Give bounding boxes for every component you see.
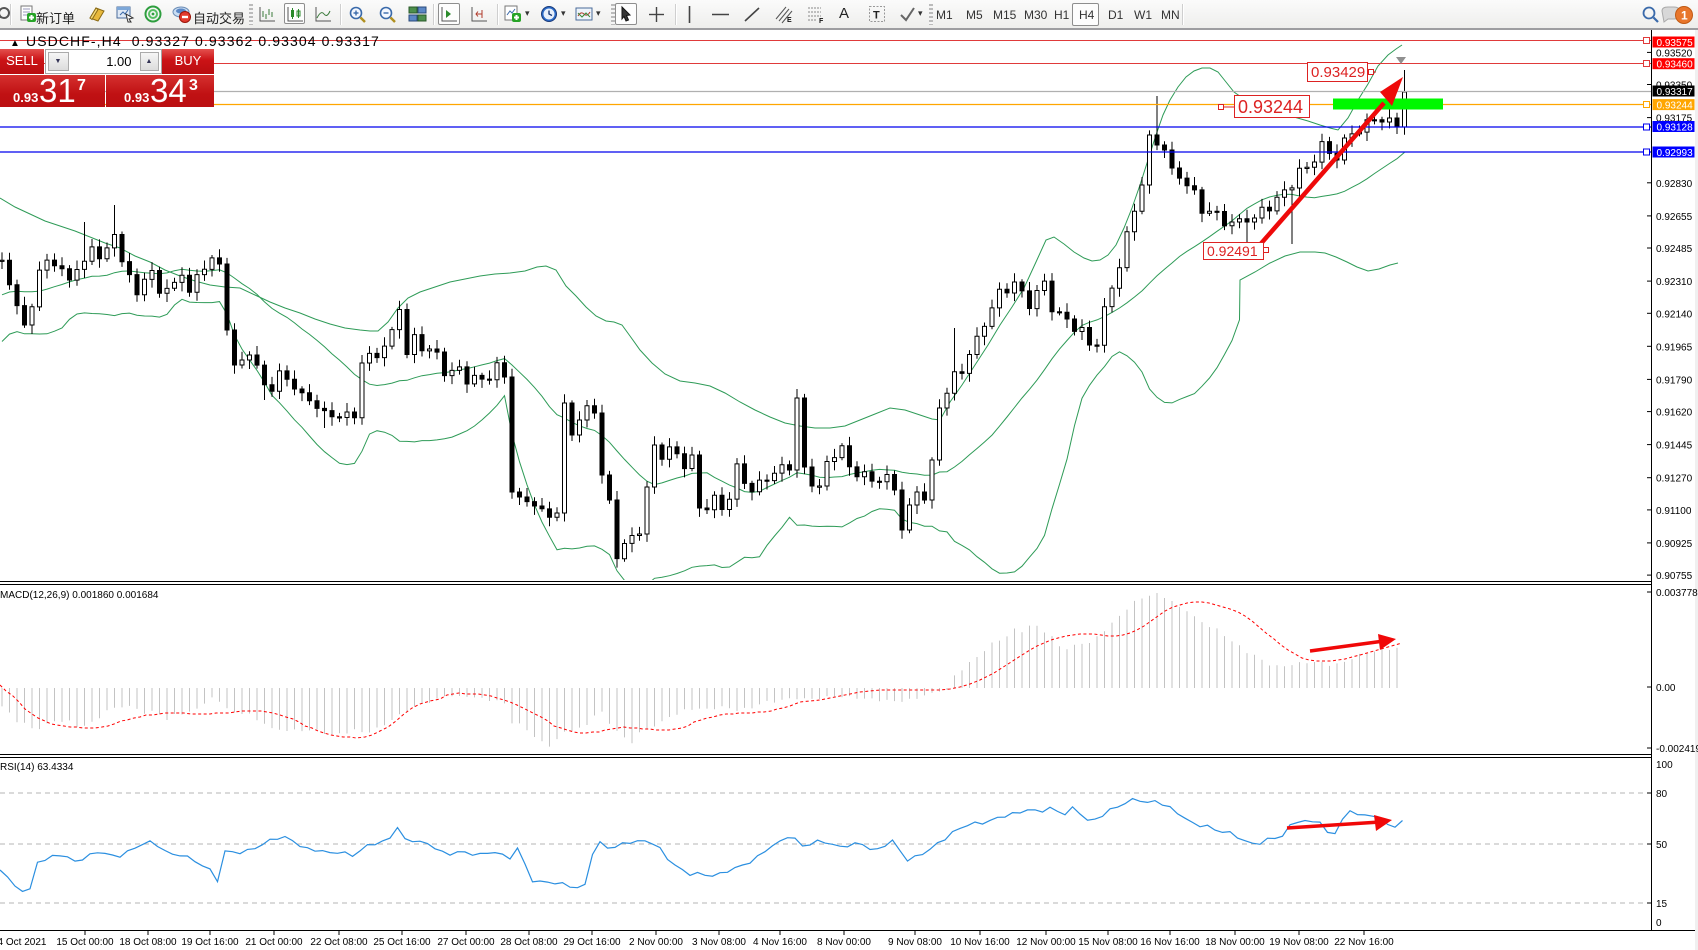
svg-text:RSI(14) 63.4334: RSI(14) 63.4334 [0, 762, 74, 773]
svg-text:29 Oct 16:00: 29 Oct 16:00 [563, 937, 621, 948]
svg-text:0.92491: 0.92491 [1207, 243, 1258, 259]
svg-text:0.93575: 0.93575 [1657, 38, 1694, 49]
svg-text:T: T [873, 10, 880, 22]
svg-text:28 Oct 08:00: 28 Oct 08:00 [500, 937, 558, 948]
svg-text:15 Nov 08:00: 15 Nov 08:00 [1078, 937, 1138, 948]
svg-text:18 Nov 00:00: 18 Nov 00:00 [1205, 937, 1265, 948]
svg-text:15: 15 [1656, 899, 1668, 910]
svg-text:0.93128: 0.93128 [1657, 123, 1694, 134]
svg-text:80: 80 [1656, 789, 1668, 800]
svg-text:0.93175: 0.93175 [1656, 114, 1693, 125]
svg-text:19 Oct 16:00: 19 Oct 16:00 [181, 937, 239, 948]
svg-text:15 Oct 00:00: 15 Oct 00:00 [56, 937, 114, 948]
svg-text:0.00: 0.00 [1656, 683, 1676, 694]
svg-text:F: F [819, 18, 824, 24]
svg-text:-0.002419: -0.002419 [1656, 744, 1698, 755]
svg-text:1: 1 [1681, 9, 1688, 23]
svg-text:0.003778: 0.003778 [1656, 588, 1698, 599]
svg-text:0.92830: 0.92830 [1656, 179, 1693, 190]
svg-text:100: 100 [1656, 760, 1673, 771]
svg-text:0.92993: 0.92993 [1657, 148, 1694, 159]
svg-text:4 Nov 16:00: 4 Nov 16:00 [753, 937, 807, 948]
svg-text:9 Nov 08:00: 9 Nov 08:00 [888, 937, 942, 948]
svg-text:0.92140: 0.92140 [1656, 309, 1693, 320]
svg-text:19 Nov 08:00: 19 Nov 08:00 [1269, 937, 1329, 948]
svg-text:18 Oct 08:00: 18 Oct 08:00 [119, 937, 177, 948]
svg-text:10 Nov 16:00: 10 Nov 16:00 [950, 937, 1010, 948]
svg-text:0.93317: 0.93317 [1657, 87, 1694, 98]
svg-text:0.92655: 0.92655 [1656, 212, 1693, 223]
svg-text:2 Nov 00:00: 2 Nov 00:00 [629, 937, 683, 948]
svg-text:0.91100: 0.91100 [1656, 506, 1692, 517]
svg-text:0.91270: 0.91270 [1656, 474, 1693, 485]
svg-text:3 Nov 08:00: 3 Nov 08:00 [692, 937, 746, 948]
svg-text:8 Nov 00:00: 8 Nov 00:00 [817, 937, 871, 948]
svg-text:12 Nov 00:00: 12 Nov 00:00 [1016, 937, 1076, 948]
svg-text:0.93429: 0.93429 [1311, 64, 1365, 81]
svg-text:0.93520: 0.93520 [1656, 48, 1693, 59]
svg-text:0.91445: 0.91445 [1656, 441, 1693, 452]
svg-text:22 Nov 16:00: 22 Nov 16:00 [1334, 937, 1394, 948]
svg-text:27 Oct 00:00: 27 Oct 00:00 [437, 937, 495, 948]
svg-text:0.90925: 0.90925 [1656, 539, 1693, 550]
svg-text:16 Nov 16:00: 16 Nov 16:00 [1140, 937, 1200, 948]
svg-text:0.93460: 0.93460 [1657, 60, 1694, 71]
svg-text:E: E [787, 17, 792, 24]
svg-text:0.93244: 0.93244 [1238, 97, 1303, 117]
svg-text:50: 50 [1656, 840, 1668, 851]
svg-text:0.91620: 0.91620 [1656, 408, 1693, 419]
svg-text:0.91965: 0.91965 [1656, 342, 1693, 353]
svg-text:0.93244: 0.93244 [1657, 101, 1694, 112]
svg-text:0.92485: 0.92485 [1656, 244, 1693, 255]
svg-text:0: 0 [1656, 918, 1662, 929]
svg-text:25 Oct 16:00: 25 Oct 16:00 [373, 937, 431, 948]
svg-text:0.92310: 0.92310 [1656, 277, 1693, 288]
svg-text:21 Oct 00:00: 21 Oct 00:00 [245, 937, 303, 948]
svg-text:0.91790: 0.91790 [1656, 375, 1693, 386]
svg-text:22 Oct 08:00: 22 Oct 08:00 [310, 937, 368, 948]
svg-text:14 Oct 2021: 14 Oct 2021 [0, 937, 47, 948]
svg-text:MACD(12,26,9) 0.001860 0.00168: MACD(12,26,9) 0.001860 0.001684 [0, 590, 159, 601]
svg-text:0.90755: 0.90755 [1656, 571, 1693, 582]
